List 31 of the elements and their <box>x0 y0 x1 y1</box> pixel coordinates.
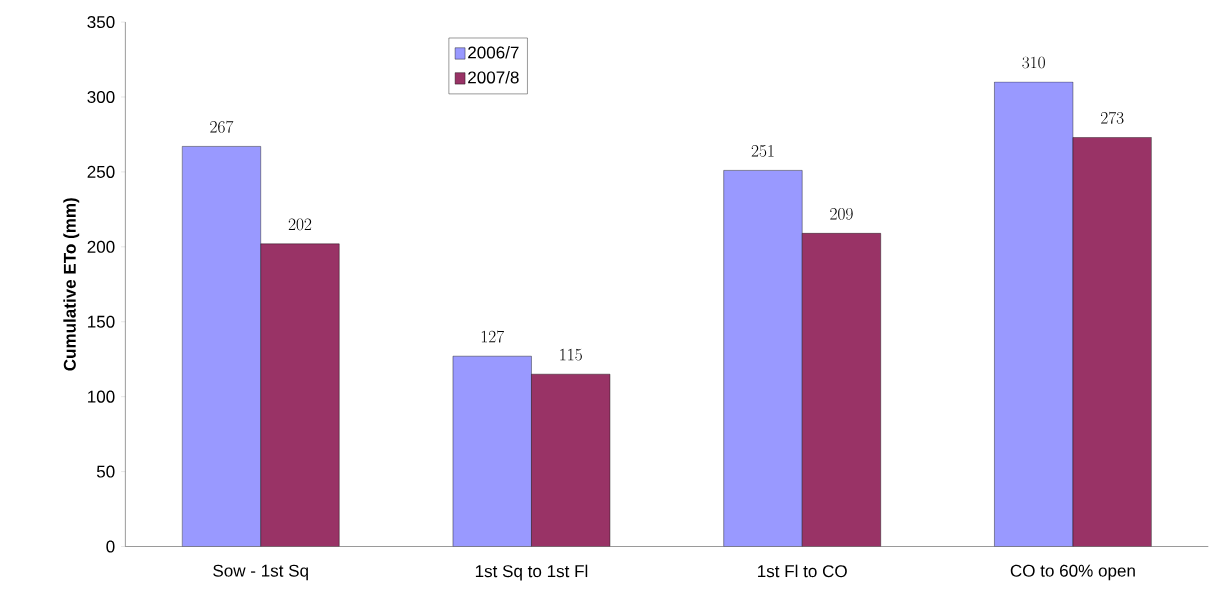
y-tick-label: 150 <box>88 315 115 328</box>
data-label: 209 <box>830 208 853 220</box>
x-tick-label: 1st Sq to 1st Fl <box>475 564 588 581</box>
bar <box>452 356 532 547</box>
bar <box>182 146 261 547</box>
y-tick-label: 50 <box>96 465 115 478</box>
bar <box>531 374 610 547</box>
y-axis-title: Cumulative ETo (mm) <box>63 198 80 371</box>
data-label: 267 <box>210 120 234 133</box>
bar <box>260 243 340 547</box>
data-label: 273 <box>1100 111 1124 124</box>
x-tick-label: CO to 60% open <box>1010 564 1135 581</box>
y-tick-label: 300 <box>87 91 115 104</box>
bar <box>802 233 881 547</box>
x-tick-label: 1st Fl to CO <box>758 564 847 578</box>
x-tick-label: Sow - 1st Sq <box>213 564 308 581</box>
y-tick-label: 200 <box>87 240 115 254</box>
y-tick-label: 250 <box>87 166 115 179</box>
y-tick-label: 0 <box>106 540 115 553</box>
bar <box>723 170 803 547</box>
y-tick-label: 100 <box>88 390 115 403</box>
legend-label: 2006/7 <box>468 46 519 59</box>
bar <box>1072 137 1152 547</box>
data-label: 251 <box>751 145 774 157</box>
data-label: 115 <box>560 349 582 361</box>
data-label: 310 <box>1022 56 1045 69</box>
bar <box>994 81 1074 547</box>
data-label: 127 <box>481 330 504 343</box>
legend-label: 2007/8 <box>468 71 519 84</box>
y-tick-label: 350 <box>87 16 115 29</box>
data-label: 202 <box>288 218 312 231</box>
